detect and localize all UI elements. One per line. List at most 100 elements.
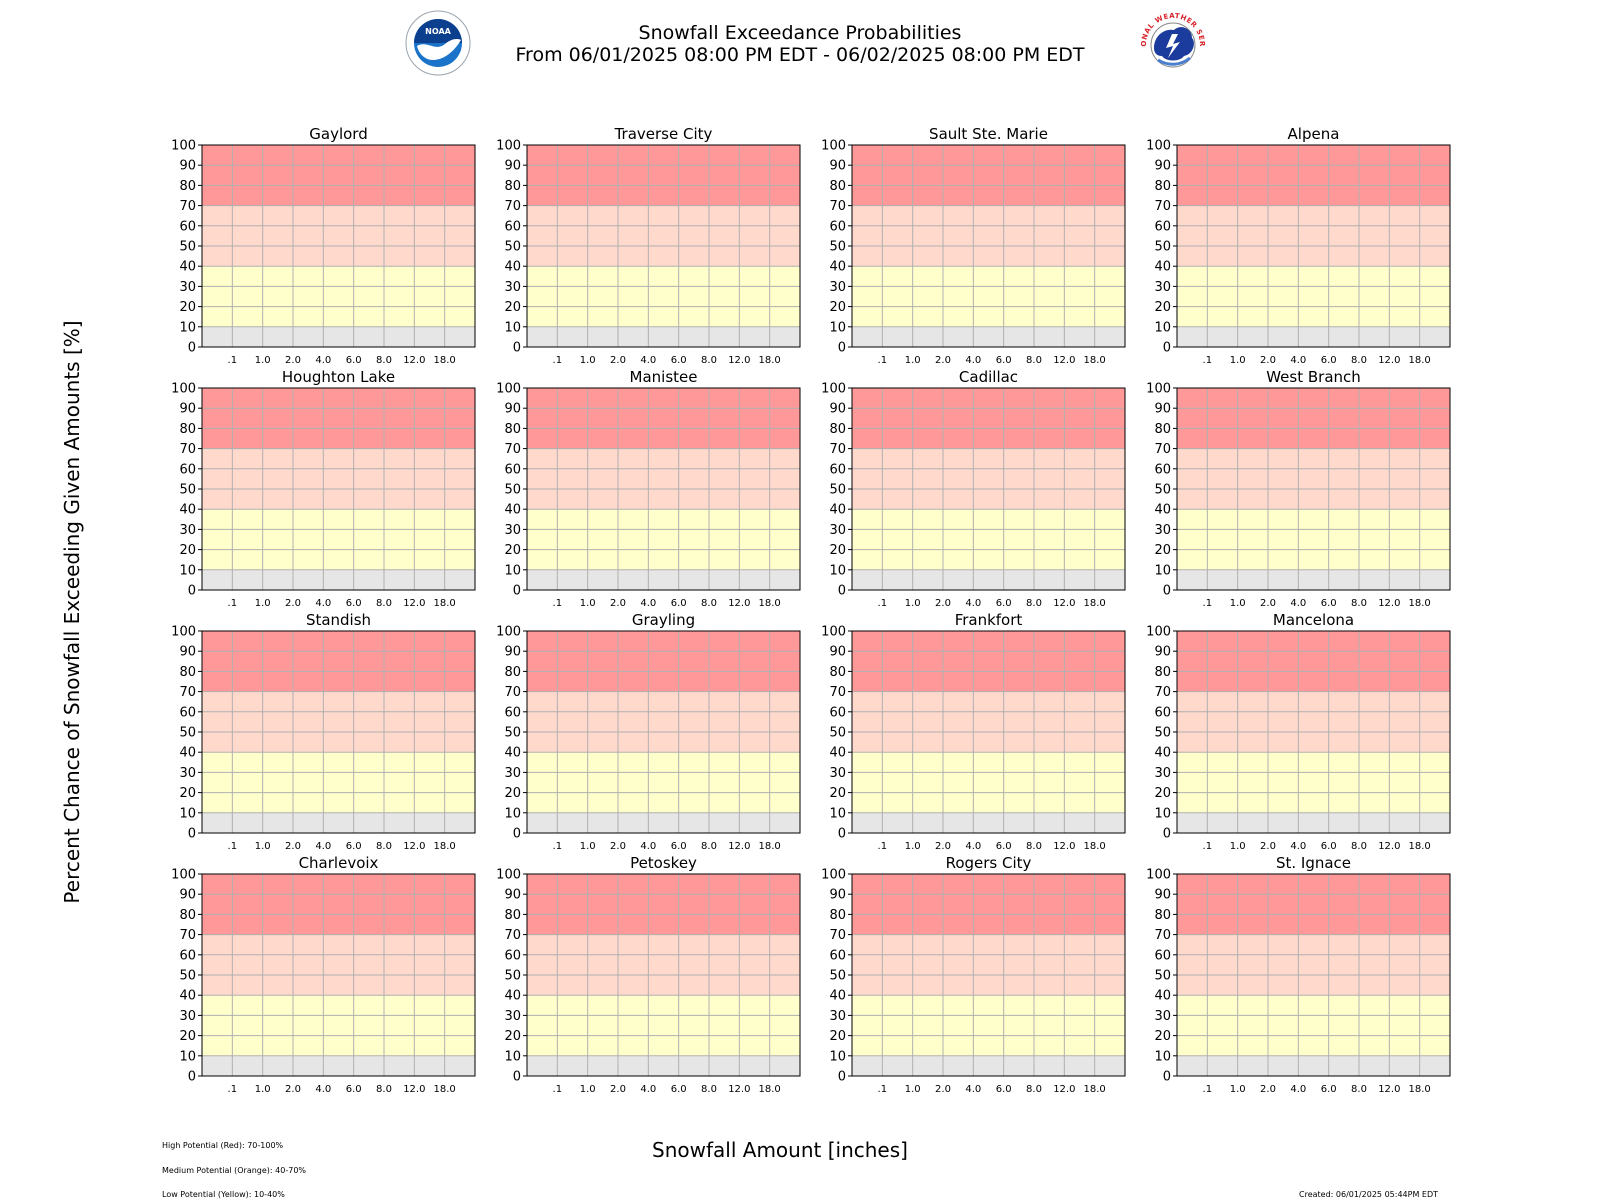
- x-tick-label: 1.0: [1230, 355, 1246, 366]
- y-tick-label: 60: [504, 219, 521, 234]
- y-tick-label: 80: [1154, 422, 1171, 437]
- y-tick-label: 70: [1154, 442, 1171, 457]
- y-tick-label: 50: [504, 483, 521, 498]
- y-tick-label: 50: [829, 969, 846, 984]
- y-tick-label: 10: [504, 320, 521, 335]
- y-tick-label: 90: [1154, 888, 1171, 903]
- probability-band: [527, 995, 800, 1056]
- y-tick-label: 90: [1154, 159, 1171, 174]
- x-tick-label: 1.0: [255, 598, 271, 609]
- noaa-logo: NOAA: [405, 10, 471, 76]
- y-tick-label: 50: [179, 483, 196, 498]
- panel: 0 10 20 30 40 50 60 70 80 90 100 .1 1.0 2.0 4.0 6.0 8.0 1…: [171, 854, 476, 1095]
- x-tick-label: 1.0: [580, 355, 596, 366]
- y-tick-label: 80: [504, 665, 521, 680]
- y-tick-label: 40: [829, 260, 846, 275]
- y-tick-label: 60: [829, 219, 846, 234]
- panel: 0 10 20 30 40 50 60 70 80 90 100 .1 1.0 2.0 4.0 6.0 8.0 1…: [496, 368, 801, 609]
- x-tick-label: 4.0: [315, 355, 331, 366]
- x-tick-label: .1: [1203, 841, 1213, 852]
- y-tick-label: 40: [829, 503, 846, 518]
- y-tick-label: 50: [504, 240, 521, 255]
- probability-band: [852, 448, 1125, 510]
- x-tick-label: 18.0: [759, 598, 781, 609]
- x-tick-label: .1: [1203, 1084, 1213, 1095]
- y-tick-label: 30: [1154, 523, 1171, 538]
- x-tick-label: 4.0: [1290, 598, 1306, 609]
- probability-band: [1177, 448, 1450, 510]
- probability-band: [202, 266, 475, 327]
- probability-band: [1177, 631, 1450, 692]
- y-tick-label: 90: [504, 888, 521, 903]
- x-tick-label: 6.0: [1321, 841, 1337, 852]
- x-tick-label: 2.0: [285, 355, 301, 366]
- x-tick-label: 2.0: [935, 355, 951, 366]
- probability-band: [202, 934, 475, 996]
- probability-band: [1177, 388, 1450, 449]
- y-tick-label: 20: [179, 300, 196, 315]
- legend-medium-potential: Medium Potential (Orange): 40-70%: [162, 1166, 307, 1175]
- x-tick-label: .1: [228, 598, 238, 609]
- x-tick-label: 1.0: [1230, 1084, 1246, 1095]
- y-tick-label: 90: [179, 888, 196, 903]
- x-tick-label: 6.0: [346, 1084, 362, 1095]
- x-tick-label: 8.0: [1351, 1084, 1367, 1095]
- y-tick-label: 60: [179, 219, 196, 234]
- y-tick-label: 50: [829, 726, 846, 741]
- y-tick-label: 30: [1154, 766, 1171, 781]
- x-axis-label: Snowfall Amount [inches]: [652, 1138, 908, 1162]
- y-tick-label: 70: [179, 685, 196, 700]
- probability-band: [527, 145, 800, 206]
- y-tick-label: 70: [829, 199, 846, 214]
- probability-band: [1177, 874, 1450, 935]
- x-tick-label: 1.0: [580, 1084, 596, 1095]
- probability-band: [1177, 934, 1450, 996]
- y-tick-label: 100: [1146, 625, 1171, 640]
- x-tick-label: .1: [878, 598, 888, 609]
- y-tick-label: 10: [504, 1049, 521, 1064]
- y-tick-label: 80: [179, 908, 196, 923]
- y-tick-label: 70: [829, 685, 846, 700]
- x-tick-label: 4.0: [315, 598, 331, 609]
- x-tick-label: 18.0: [1084, 355, 1106, 366]
- probability-band: [202, 145, 475, 206]
- x-tick-label: 1.0: [1230, 841, 1246, 852]
- y-tick-label: 50: [1154, 240, 1171, 255]
- nws-logo: NATIONAL WEATHER SERVICE: [1138, 10, 1206, 78]
- y-tick-label: 50: [829, 240, 846, 255]
- x-tick-label: 18.0: [759, 1084, 781, 1095]
- x-tick-label: 8.0: [701, 355, 717, 366]
- y-tick-label: 70: [179, 442, 196, 457]
- probability-band: [527, 448, 800, 510]
- probability-band: [852, 266, 1125, 327]
- probability-band: [202, 631, 475, 692]
- probability-band: [1177, 691, 1450, 753]
- y-tick-label: 60: [179, 948, 196, 963]
- panel: 0 10 20 30 40 50 60 70 80 90 100 .1 1.0 2.0 4.0 6.0 8.0 1…: [821, 611, 1126, 852]
- x-tick-label: 4.0: [1290, 841, 1306, 852]
- x-tick-label: 12.0: [728, 1084, 750, 1095]
- x-tick-label: 8.0: [701, 1084, 717, 1095]
- probability-band: [202, 509, 475, 570]
- y-tick-label: 90: [504, 402, 521, 417]
- x-tick-label: 18.0: [434, 1084, 456, 1095]
- x-tick-label: 4.0: [315, 1084, 331, 1095]
- x-tick-label: 18.0: [434, 598, 456, 609]
- x-tick-label: 2.0: [935, 1084, 951, 1095]
- x-tick-label: 4.0: [315, 841, 331, 852]
- probability-band: [1177, 509, 1450, 570]
- x-tick-label: 1.0: [905, 841, 921, 852]
- x-tick-label: 12.0: [403, 355, 425, 366]
- panel-title: Charlevoix: [299, 854, 379, 872]
- x-tick-label: 18.0: [1409, 355, 1431, 366]
- panel: 0 10 20 30 40 50 60 70 80 90 100 .1 1.0 2.0 4.0 6.0 8.0 1…: [1146, 611, 1451, 852]
- x-tick-label: 1.0: [905, 355, 921, 366]
- y-tick-label: 70: [504, 685, 521, 700]
- x-tick-label: .1: [878, 1084, 888, 1095]
- probability-band: [527, 205, 800, 267]
- y-tick-label: 80: [504, 908, 521, 923]
- y-tick-label: 10: [829, 320, 846, 335]
- panel-title: West Branch: [1266, 368, 1361, 386]
- panel: 0 10 20 30 40 50 60 70 80 90 100 .1 1.0 2.0 4.0 6.0 8.0 1…: [496, 854, 801, 1095]
- x-tick-label: .1: [228, 1084, 238, 1095]
